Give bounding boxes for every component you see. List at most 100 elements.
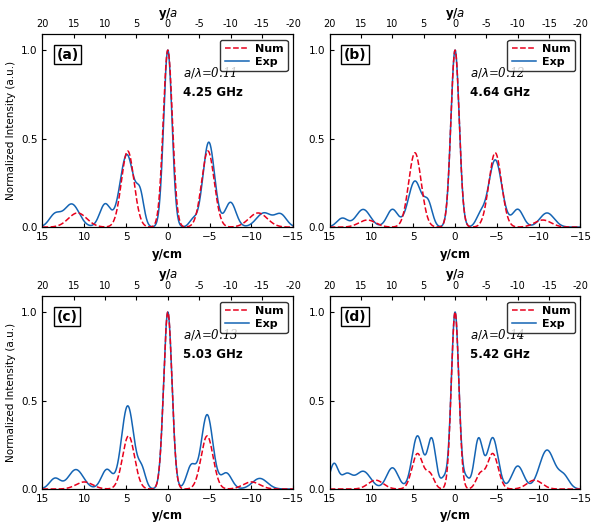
Num — [146, 486, 153, 492]
Y-axis label: Normalized Intensity (a.u.): Normalized Intensity (a.u.) — [5, 323, 16, 462]
Num — [577, 486, 584, 492]
Num — [135, 473, 142, 479]
Exp — [433, 461, 441, 467]
Text: $a/\lambda$=0.14: $a/\lambda$=0.14 — [470, 327, 525, 342]
Num — [82, 479, 90, 485]
Exp — [451, 309, 458, 315]
Exp — [258, 476, 265, 482]
Exp — [545, 210, 552, 216]
Exp — [135, 456, 142, 462]
Legend: Num, Exp: Num, Exp — [220, 40, 288, 71]
Legend: Num, Exp: Num, Exp — [220, 301, 288, 333]
Num — [82, 214, 90, 221]
Legend: Num, Exp: Num, Exp — [507, 40, 575, 71]
Num — [164, 309, 171, 315]
X-axis label: y/$a$: y/$a$ — [445, 6, 465, 22]
Num — [67, 213, 75, 219]
Exp — [355, 470, 362, 476]
Num — [451, 47, 458, 53]
Exp — [572, 485, 579, 491]
Exp — [82, 220, 90, 227]
Exp — [451, 47, 458, 53]
Exp — [370, 478, 377, 485]
Num — [422, 466, 429, 473]
Num — [290, 224, 297, 230]
Num — [285, 486, 292, 492]
Line: Num: Num — [330, 312, 580, 489]
Line: Exp: Exp — [330, 312, 580, 489]
Num — [355, 485, 362, 492]
Line: Num: Num — [42, 50, 293, 227]
Exp — [82, 478, 90, 484]
Exp — [572, 224, 579, 230]
Num — [39, 224, 46, 230]
Num — [545, 484, 552, 491]
Exp — [433, 221, 441, 227]
Exp — [370, 218, 377, 224]
Num — [258, 483, 265, 489]
X-axis label: y/cm: y/cm — [152, 510, 183, 522]
Exp — [285, 219, 292, 225]
Line: Exp: Exp — [42, 312, 293, 489]
Num — [285, 224, 292, 230]
Num — [355, 220, 362, 227]
Num — [370, 219, 377, 225]
Exp — [290, 223, 297, 229]
Num — [370, 477, 377, 484]
Exp — [285, 486, 292, 492]
Num — [164, 47, 171, 53]
Num — [545, 219, 552, 225]
Line: Exp: Exp — [42, 50, 293, 227]
Exp — [258, 211, 265, 217]
Exp — [146, 222, 153, 229]
Num — [572, 486, 579, 492]
X-axis label: y/cm: y/cm — [439, 510, 470, 522]
Exp — [146, 483, 153, 489]
Num — [39, 486, 46, 492]
X-axis label: y/$a$: y/$a$ — [158, 268, 178, 284]
Text: (c): (c) — [56, 309, 77, 324]
X-axis label: y/cm: y/cm — [439, 248, 470, 260]
Exp — [422, 451, 429, 457]
Num — [326, 486, 333, 492]
X-axis label: y/$a$: y/$a$ — [445, 268, 465, 284]
Text: (b): (b) — [343, 48, 366, 62]
Num — [422, 208, 429, 214]
Line: Num: Num — [330, 50, 580, 227]
Line: Exp: Exp — [330, 50, 580, 227]
X-axis label: y/cm: y/cm — [152, 248, 183, 260]
Exp — [135, 182, 142, 188]
Exp — [326, 471, 333, 477]
Y-axis label: Normalized Intensity (a.u.): Normalized Intensity (a.u.) — [5, 61, 16, 200]
Exp — [67, 470, 75, 476]
Text: $a/\lambda$=0.13: $a/\lambda$=0.13 — [183, 327, 238, 342]
Text: 5.03 GHz: 5.03 GHz — [183, 348, 242, 361]
Num — [577, 224, 584, 230]
Exp — [149, 223, 156, 230]
Legend: Num, Exp: Num, Exp — [507, 301, 575, 333]
Exp — [577, 486, 584, 492]
Exp — [164, 47, 171, 53]
Exp — [545, 448, 552, 454]
Exp — [39, 485, 46, 492]
Num — [433, 224, 441, 230]
Num — [146, 224, 153, 230]
Exp — [67, 201, 75, 207]
Num — [572, 224, 579, 230]
Line: Num: Num — [42, 312, 293, 489]
Num — [290, 486, 297, 492]
Num — [258, 211, 265, 217]
Text: 4.64 GHz: 4.64 GHz — [470, 86, 530, 99]
Num — [326, 224, 333, 230]
Text: 4.25 GHz: 4.25 GHz — [183, 86, 243, 99]
Exp — [422, 194, 429, 200]
Num — [433, 482, 441, 488]
Num — [135, 207, 142, 213]
Exp — [39, 223, 46, 229]
Exp — [326, 223, 333, 230]
Text: $a/\lambda$=0.11: $a/\lambda$=0.11 — [183, 65, 236, 80]
Text: (d): (d) — [343, 309, 366, 324]
Exp — [164, 309, 171, 315]
Text: $a/\lambda$=0.12: $a/\lambda$=0.12 — [470, 65, 525, 80]
Exp — [290, 486, 297, 492]
